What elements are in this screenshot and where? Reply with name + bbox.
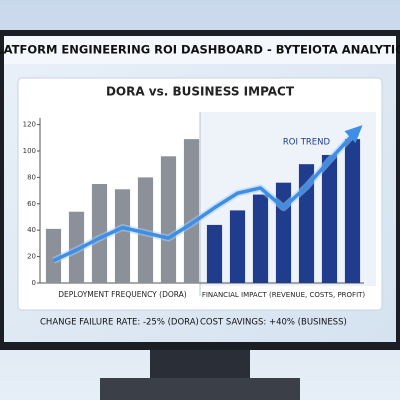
bar (91, 184, 108, 283)
trend-arrowhead (344, 125, 363, 144)
monitor-stand (150, 350, 250, 380)
bar (160, 156, 177, 283)
bar (45, 228, 62, 283)
footer-left: CHANGE FAILURE RATE: -25% (DORA) (40, 318, 199, 328)
y-tick-label: 20 (27, 253, 36, 261)
header-bar (4, 36, 396, 64)
y-tick-label: 120 (23, 121, 36, 129)
bar (344, 139, 361, 283)
y-tick-label: 40 (27, 226, 36, 234)
bar (206, 224, 223, 283)
bar (275, 182, 292, 283)
chart-title: DORA vs. BUSINESS IMPACT (106, 85, 295, 99)
bar (229, 210, 246, 283)
header-title: PLATFORM ENGINEERING ROI DASHBOARD - BYT… (0, 43, 400, 57)
y-tick-label: 100 (23, 147, 36, 155)
monitor-base (100, 378, 300, 400)
trend-label: ROI TREND (283, 138, 331, 148)
y-tick-label: 0 (32, 279, 36, 287)
plot: 0 20 40 60 80 100 120 DEPLOYMENT FREQUENCY (DOR… (23, 118, 366, 299)
bar (252, 194, 269, 283)
y-tick-label: 80 (27, 173, 36, 181)
bar (183, 139, 200, 283)
section-label: FINANCIAL IMPACT (REVENUE, COSTS, PROFIT… (202, 291, 366, 299)
trend-line (52, 133, 354, 263)
bar (114, 189, 131, 283)
y-tick-label: 60 (27, 200, 36, 208)
footer-right: COST SAVINGS: +40% (BUSINESS) (200, 318, 347, 328)
bar (321, 154, 338, 283)
section-label: DEPLOYMENT FREQUENCY (DORA) (58, 290, 187, 299)
